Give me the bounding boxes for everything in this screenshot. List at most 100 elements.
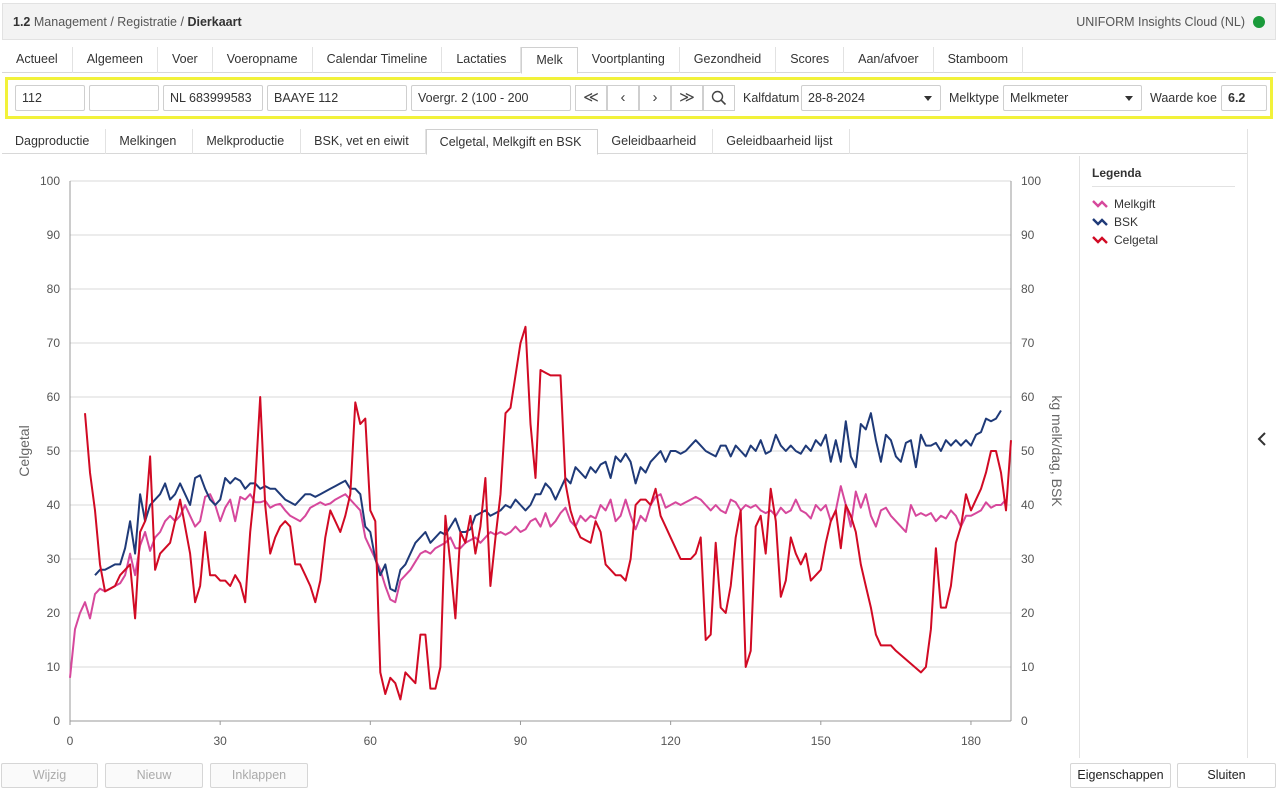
y-axis-title-right: kg melk/dag, BSK <box>1049 395 1065 507</box>
legend-swatch-icon <box>1092 236 1108 244</box>
last-animal-button[interactable]: ≫ <box>671 85 703 111</box>
dropdown-caret-icon <box>924 96 932 101</box>
side-panel-toggle[interactable] <box>1247 129 1277 758</box>
y-tick-label-right: 90 <box>1021 228 1035 242</box>
inklappen-button[interactable]: Inklappen <box>210 763 308 788</box>
tab-algemeen[interactable]: Algemeen <box>73 47 158 73</box>
tab-voer[interactable]: Voer <box>158 47 213 73</box>
legend-label: Celgetal <box>1114 233 1159 247</box>
y-tick-label-left: 80 <box>47 282 61 296</box>
series-line-melkgift <box>69 485 1007 678</box>
animal-toolbar: ≪ ‹ › ≫ Kalfdatum 28-8-2024 Melktype Mel… <box>5 77 1273 119</box>
series-line-celgetal <box>84 325 1012 701</box>
kalfdatum-label: Kalfdatum <box>743 91 800 105</box>
sub-tabs: Dagproductie Melkingen Melkproductie BSK, v… <box>2 129 1248 155</box>
legend-items: Melkgift BSK Celgetal <box>1092 195 1235 249</box>
melktype-select[interactable]: Melkmeter <box>1003 85 1142 111</box>
tab-aan-afvoer[interactable]: Aan/afvoer <box>844 47 934 73</box>
subtab-celgetal-melkgift-en-bsk[interactable]: Celgetal, Melkgift en BSK <box>425 129 599 155</box>
nieuw-button[interactable]: Nieuw <box>105 763 203 788</box>
breadcrumb-registratie[interactable]: Registratie <box>117 14 178 29</box>
search-icon <box>711 90 727 106</box>
subtab-melkingen[interactable]: Melkingen <box>106 129 194 154</box>
chart-area: 0 0 10 10 20 20 30 30 40 40 50 50 60 60 70 70 80 80 90 90 10… <box>0 160 1078 758</box>
y-tick-label-right: 70 <box>1021 336 1035 350</box>
title-bar: 1.2 Management / Registratie / Dierkaart… <box>2 3 1276 40</box>
life-number-input[interactable] <box>163 85 263 111</box>
y-tick-label-left: 90 <box>47 228 61 242</box>
app-name: UNIFORM Insights Cloud (NL) <box>1076 14 1245 29</box>
eigenschappen-button[interactable]: Eigenschappen <box>1070 763 1171 788</box>
animal-number-input[interactable] <box>15 85 85 111</box>
tab-calendar-timeline[interactable]: Calendar Timeline <box>313 47 443 73</box>
x-tick-label: 150 <box>811 734 831 748</box>
subtab-melkproductie[interactable]: Melkproductie <box>193 129 302 154</box>
series-line-bsk <box>94 409 1002 593</box>
x-tick-label: 120 <box>661 734 681 748</box>
subtab-geleidbaarheid-lijst[interactable]: Geleidbaarheid lijst <box>713 129 850 154</box>
group-input[interactable] <box>411 85 571 111</box>
dropdown-caret-icon <box>1125 96 1133 101</box>
y-tick-label-left: 10 <box>47 660 61 674</box>
y-tick-label-left: 30 <box>47 552 61 566</box>
legend-swatch-icon <box>1092 200 1108 208</box>
y-tick-label-left: 70 <box>47 336 61 350</box>
x-tick-label: 30 <box>213 734 227 748</box>
tab-gezondheid[interactable]: Gezondheid <box>680 47 777 73</box>
y-tick-label-right: 20 <box>1021 606 1035 620</box>
y-tick-label-left: 60 <box>47 390 61 404</box>
x-tick-label: 0 <box>67 734 74 748</box>
y-tick-label-right: 80 <box>1021 282 1035 296</box>
chevron-right-icon: › <box>652 89 658 106</box>
legend-label: BSK <box>1114 215 1139 229</box>
tab-voortplanting[interactable]: Voortplanting <box>578 47 680 73</box>
tab-melk[interactable]: Melk <box>521 47 578 74</box>
tab-lactaties[interactable]: Lactaties <box>442 47 522 73</box>
waarde-koe-label: Waarde koe <box>1150 91 1217 105</box>
tab-scores[interactable]: Scores <box>776 47 845 73</box>
subtab-bsk-vet-en-eiwit[interactable]: BSK, vet en eiwit <box>301 129 426 154</box>
legend-item-melkgift[interactable]: Melkgift <box>1092 195 1235 213</box>
first-animal-button[interactable]: ≪ <box>575 85 607 111</box>
y-tick-label-right: 60 <box>1021 390 1035 404</box>
kalfdatum-select[interactable]: 28-8-2024 <box>801 85 941 111</box>
subtab-dagproductie[interactable]: Dagproductie <box>2 129 107 154</box>
y-tick-label-left: 40 <box>47 498 61 512</box>
sluiten-button[interactable]: Sluiten <box>1177 763 1276 788</box>
connection-status-icon <box>1253 15 1265 28</box>
y-tick-label-left: 0 <box>53 714 60 728</box>
breadcrumb: 1.2 Management / Registratie / Dierkaart <box>13 14 242 29</box>
y-tick-label-right: 50 <box>1021 444 1035 458</box>
animal-field-2[interactable] <box>89 85 159 111</box>
animal-name-input[interactable] <box>267 85 407 111</box>
previous-animal-button[interactable]: ‹ <box>607 85 639 111</box>
y-tick-label-right: 10 <box>1021 660 1035 674</box>
breadcrumb-management[interactable]: Management <box>33 14 107 29</box>
chevron-left-icon <box>1257 432 1266 446</box>
legend-item-bsk[interactable]: BSK <box>1092 213 1235 231</box>
tab-voeropname[interactable]: Voeropname <box>213 47 313 73</box>
x-tick-label: 60 <box>364 734 378 748</box>
legend-title: Legenda <box>1092 166 1235 187</box>
y-axis-title-left: Celgetal <box>16 425 32 476</box>
x-tick-label: 90 <box>514 734 528 748</box>
double-chevron-right-icon: ≫ <box>679 89 695 106</box>
breadcrumb-number: 1.2 <box>13 14 31 29</box>
y-tick-label-right: 100 <box>1021 174 1041 188</box>
y-tick-label-left: 50 <box>47 444 61 458</box>
kalfdatum-value: 28-8-2024 <box>808 91 865 105</box>
legend-label: Melkgift <box>1114 197 1156 211</box>
next-animal-button[interactable]: › <box>639 85 671 111</box>
y-tick-label-right: 0 <box>1021 714 1028 728</box>
subtab-geleidbaarheid[interactable]: Geleidbaarheid <box>598 129 714 154</box>
legend-item-celgetal[interactable]: Celgetal <box>1092 231 1235 249</box>
legend-panel: Legenda Melkgift BSK Celgetal <box>1079 156 1247 758</box>
wijzig-button[interactable]: Wijzig <box>1 763 98 788</box>
double-chevron-left-icon: ≪ <box>583 89 599 106</box>
y-tick-label-left: 100 <box>40 174 60 188</box>
tab-stamboom[interactable]: Stamboom <box>934 47 1024 73</box>
melktype-label: Melktype <box>949 91 1000 105</box>
tab-actueel[interactable]: Actueel <box>2 47 73 73</box>
search-button[interactable] <box>703 85 735 111</box>
